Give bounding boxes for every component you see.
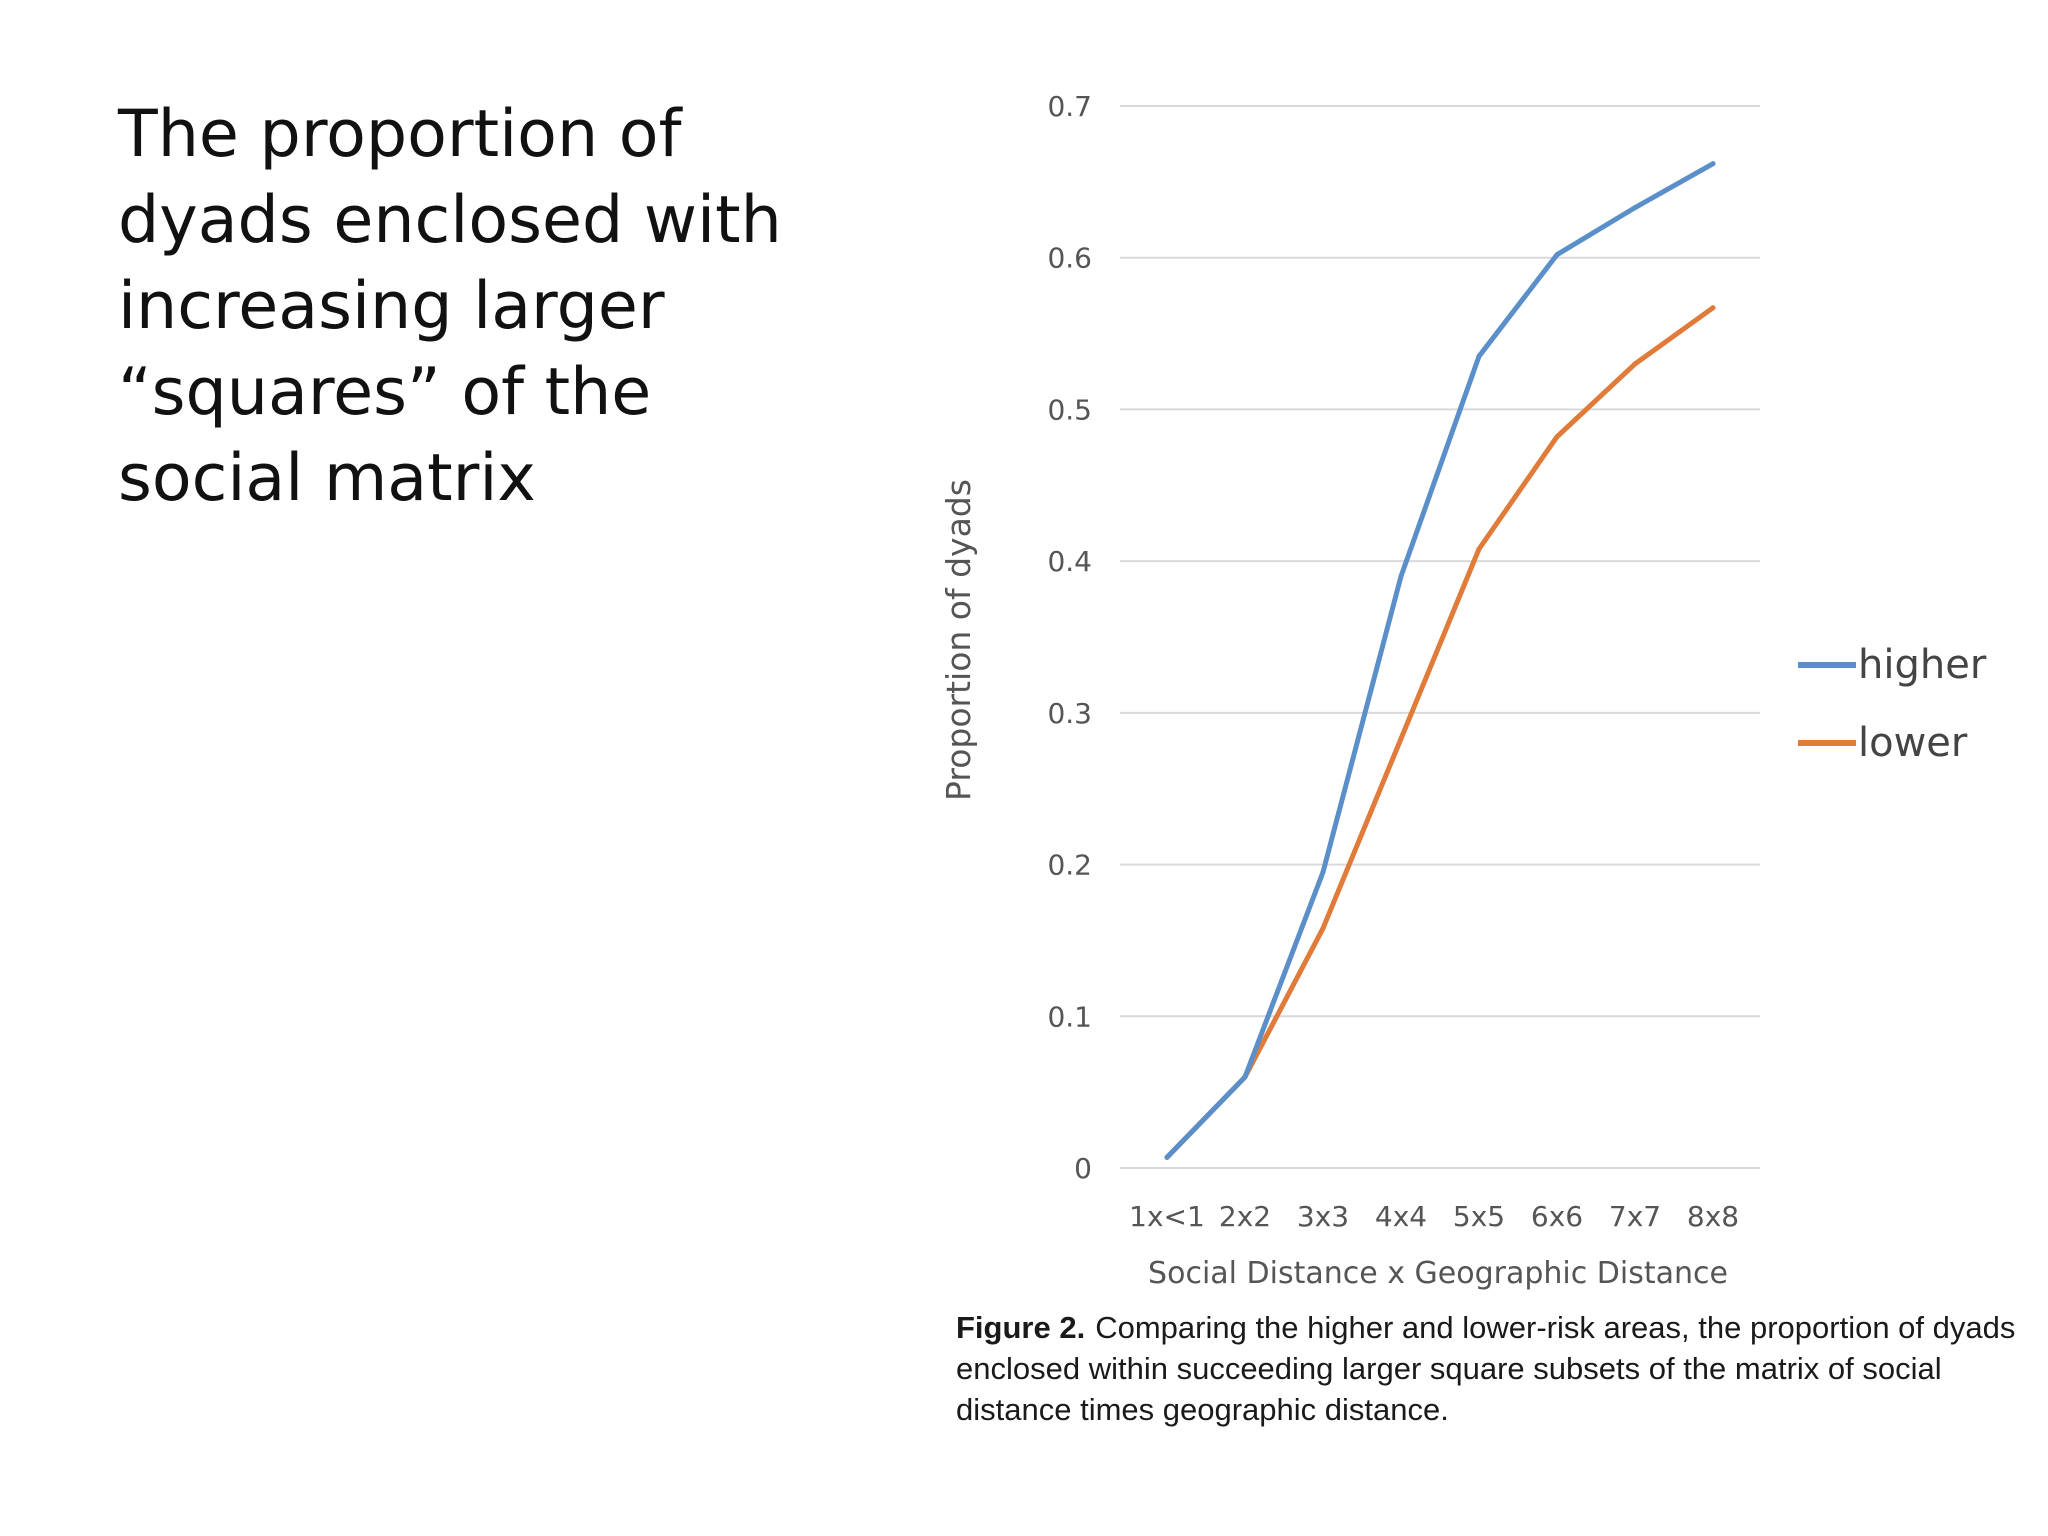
x-tick-label: 2x2 [1219, 1200, 1271, 1233]
y-tick-label: 0.3 [1047, 697, 1092, 730]
data-point-lower [1554, 434, 1560, 440]
y-tick-label: 0.4 [1047, 545, 1092, 578]
data-point-lower [1632, 361, 1638, 367]
y-axis-label: Proportion of dyads [939, 479, 978, 801]
figure-caption-text: Comparing the higher and lower-risk area… [956, 1310, 2016, 1427]
series-line-lower [1164, 305, 1716, 1160]
x-tick-label: 8x8 [1687, 1200, 1739, 1233]
data-point-lower [1710, 305, 1716, 311]
x-axis-ticks: 1x<1 2x2 3x3 4x4 5x5 6x6 7x7 8x8 [1129, 1200, 1739, 1233]
legend-label-lower: lower [1858, 720, 1968, 766]
y-tick-label: 0 [1074, 1152, 1092, 1185]
y-tick-label: 0.5 [1047, 393, 1092, 426]
x-tick-label: 4x4 [1375, 1200, 1427, 1233]
y-tick-label: 0.6 [1047, 242, 1092, 275]
data-point-lower [1476, 546, 1482, 552]
y-tick-label: 0.1 [1047, 1000, 1092, 1033]
data-point-lower [1398, 736, 1404, 742]
x-axis-label: Social Distance x Geographic Distance [1148, 1256, 1728, 1291]
series-lines [1164, 161, 1716, 1160]
figure-caption: Figure 2. Comparing the higher and lower-… [956, 1307, 2016, 1430]
legend: higher lower [1798, 642, 1987, 766]
x-tick-label: 5x5 [1453, 1200, 1505, 1233]
y-axis-ticks: 0 0.1 0.2 0.3 0.4 0.5 0.6 0.7 [1047, 90, 1092, 1185]
slide-title: The proportion of dyads enclosed with in… [118, 97, 782, 516]
series-line-higher [1164, 161, 1716, 1160]
figure-caption-label: Figure 2. [956, 1310, 1086, 1345]
y-tick-label: 0.7 [1047, 90, 1092, 123]
line-chart: 0 0.1 0.2 0.3 0.4 0.5 0.6 0.7 1x<1 2x2 3x3 4x4 5x5 6… [939, 90, 1987, 1291]
legend-label-higher: higher [1858, 642, 1987, 688]
figure-panel: 0 0.1 0.2 0.3 0.4 0.5 0.6 0.7 1x<1 2x2 3x3 4x4 5x5 6… [930, 60, 2030, 1460]
gridlines [1120, 105, 1760, 1169]
x-tick-label: 6x6 [1531, 1200, 1583, 1233]
data-point-lower [1320, 925, 1326, 931]
x-tick-label: 3x3 [1297, 1200, 1349, 1233]
x-tick-label: 7x7 [1609, 1200, 1661, 1233]
x-tick-label: 1x<1 [1129, 1200, 1205, 1233]
y-tick-label: 0.2 [1047, 849, 1092, 882]
